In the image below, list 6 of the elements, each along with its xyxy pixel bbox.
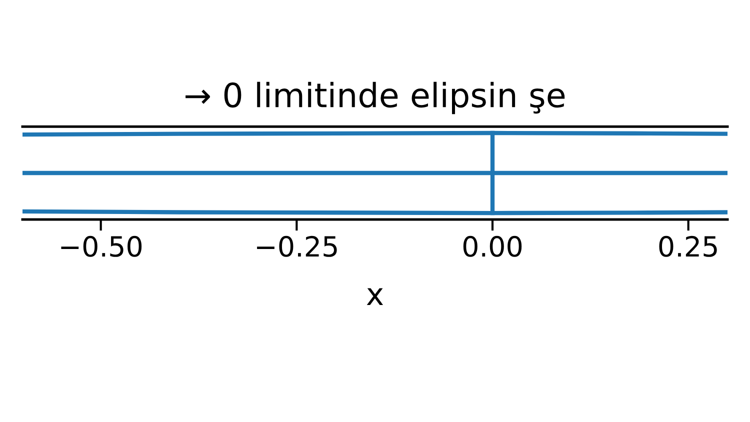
x-tick-label: 0.25 (659, 236, 717, 257)
chart-title: → 0 limitinde elipsin şe (186, 82, 565, 114)
x-tick-label: 0.00 (463, 236, 522, 257)
x-axis-title: x (366, 288, 384, 305)
x-tick-label: −0.50 (61, 236, 142, 257)
x-tick-label: −0.25 (257, 236, 337, 257)
